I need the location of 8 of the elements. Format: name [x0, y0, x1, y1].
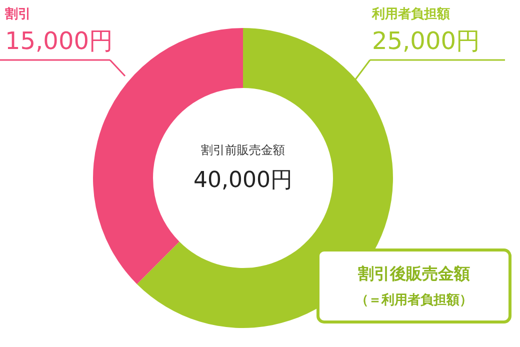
slice-label: 割引: [4, 6, 31, 22]
text: 割引前販売金額: [201, 143, 285, 157]
data-label: 15,000円: [5, 27, 113, 55]
slice-label: 利用者負担額: [371, 6, 450, 22]
text: （＝利用者負担額）: [356, 292, 472, 308]
text: 40,000円: [194, 168, 292, 193]
data-label: 25,000円: [372, 27, 480, 55]
text: 割引後販売金額: [357, 264, 470, 283]
